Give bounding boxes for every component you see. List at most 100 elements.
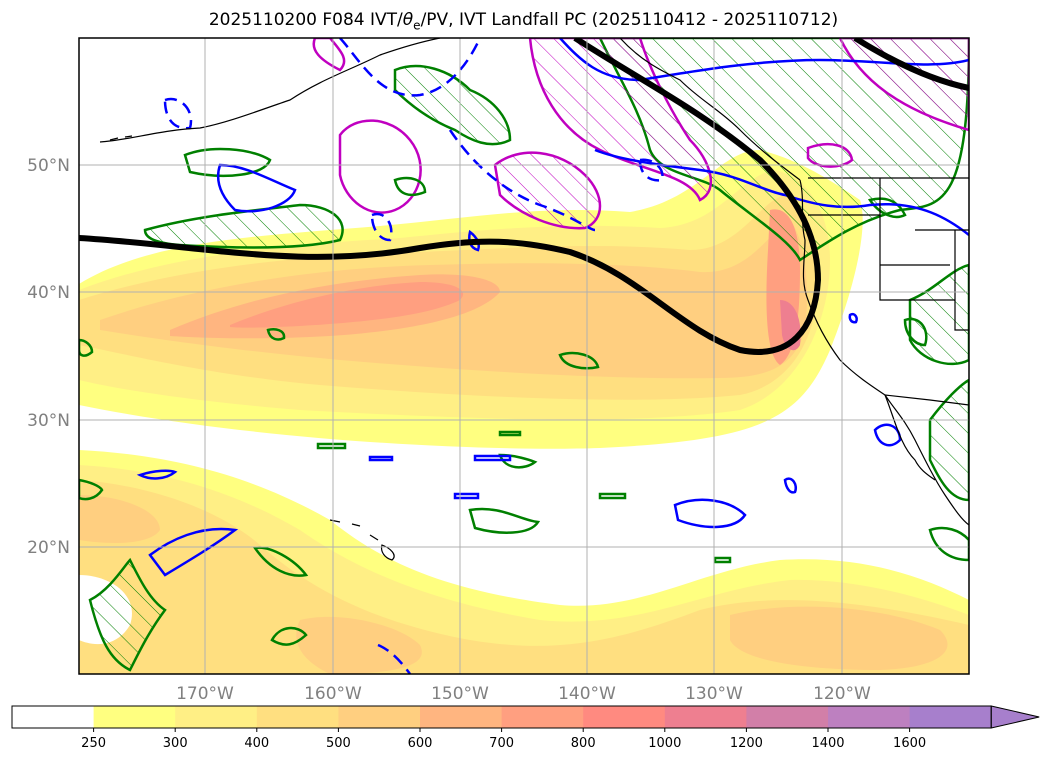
map-layers <box>79 38 969 674</box>
pv-hatch-sw <box>88 557 167 672</box>
colorbar-extend-arrow <box>990 705 1040 729</box>
theta-dashed-contour <box>377 643 412 674</box>
pv-hatch-gulf <box>393 64 512 146</box>
ivt-landfall-pc-line-ne <box>853 38 969 91</box>
longitude-labels: 170°W 160°W 150°W 140°W 130°W 120°W <box>176 684 871 704</box>
lon-label: 160°W <box>304 684 362 704</box>
theta-dashed-contour <box>448 129 596 232</box>
pv-contour <box>393 176 427 197</box>
colorbar-segment <box>256 706 339 728</box>
pv-contour <box>498 430 522 437</box>
lon-label: 130°W <box>685 684 743 704</box>
island-hawaii <box>329 519 395 561</box>
theta-contour <box>848 313 858 324</box>
lat-label: 30°N <box>27 411 70 431</box>
theta-dashed-contour <box>163 97 193 130</box>
pv-contour <box>270 626 308 646</box>
pv-contour <box>316 442 347 450</box>
colorbar-segment <box>420 706 503 728</box>
colorbar-segment <box>12 706 95 728</box>
pv-contour <box>713 556 732 564</box>
colorbar-tick-label: 400 <box>244 736 269 751</box>
colorbar-tick-label: 1000 <box>648 736 681 751</box>
coastline-baja <box>884 394 936 481</box>
title-theta-subscript: e <box>413 18 421 33</box>
colorbar-tick-label: 500 <box>326 736 351 751</box>
border-states <box>808 178 969 331</box>
colorbar-segment <box>664 706 747 728</box>
theta-contour <box>673 498 747 529</box>
colorbar-segment <box>93 706 176 728</box>
pv-contour <box>903 317 928 347</box>
colorbar-tick-label: 250 <box>81 736 106 751</box>
pv-contour <box>266 328 286 341</box>
map-frame <box>78 37 970 675</box>
pv-contour <box>928 526 969 562</box>
pv-contour <box>183 147 272 178</box>
pv-contour <box>558 351 600 370</box>
magenta-hatch-bc <box>528 38 713 202</box>
lat-label: 20°N <box>27 538 70 558</box>
theta-contour <box>453 492 480 500</box>
colorbar-tick-label: 1400 <box>811 736 844 751</box>
latitude-labels: 50°N 40°N 30°N 20°N <box>27 156 70 558</box>
pv-contour <box>498 453 538 469</box>
island-aleutian <box>109 135 133 141</box>
coastline-west-us <box>799 179 969 526</box>
theta-contour <box>148 527 239 577</box>
theta-dashed-contour <box>339 38 482 97</box>
theta-contour <box>216 163 297 213</box>
theta-contour <box>368 455 394 462</box>
graticule <box>79 38 969 674</box>
ivt-band-south-500 <box>79 495 948 674</box>
colorbar-segment <box>175 706 258 728</box>
lon-label: 150°W <box>431 684 489 704</box>
title-suffix: /PV, IVT Landfall PC (2025110412 - 20251… <box>420 10 839 30</box>
lat-label: 40°N <box>27 283 70 303</box>
colorbar-segment <box>746 706 829 728</box>
theta-e-contours <box>136 38 969 577</box>
colorbar-segment <box>583 706 666 728</box>
title-prefix: 2025110200 F084 IVT/ <box>208 10 403 30</box>
border-us-mexico <box>884 394 969 406</box>
theta-contour <box>783 477 797 494</box>
title-theta: θ <box>402 10 414 30</box>
magenta-hatch-central <box>493 151 602 230</box>
map-title: 2025110200 F084 IVT/θe/PV, IVT Landfall … <box>0 10 1047 32</box>
theta-contour <box>468 229 480 252</box>
colorbar-tick-label: 800 <box>571 736 596 751</box>
lat-label: 50°N <box>27 156 70 176</box>
pv-contour <box>598 492 627 500</box>
coastline-alaska-panhandle <box>619 38 801 181</box>
pv-hatch-southwest-us <box>908 263 969 366</box>
theta-dashed-contour <box>370 212 393 242</box>
theta-e-dashed <box>163 38 664 674</box>
colorbar-tick-label: 700 <box>489 736 514 751</box>
lon-label: 120°W <box>813 684 871 704</box>
colorbar-tick-label: 1200 <box>730 736 763 751</box>
colorbar-tick-label: 1600 <box>893 736 926 751</box>
coastline-alaska <box>99 38 441 143</box>
colorbar-segment <box>501 706 584 728</box>
pv-contour <box>252 546 309 577</box>
coastlines <box>99 38 969 561</box>
pv-contour <box>468 507 541 534</box>
pv-contours <box>79 147 969 646</box>
theta-contour <box>873 423 902 447</box>
magenta-loop-gulf <box>338 119 422 214</box>
ivt-landfall-pc-line <box>79 38 822 355</box>
theta-contour <box>136 469 178 480</box>
magenta-loop-coast <box>806 143 854 168</box>
colorbar-segment <box>828 706 911 728</box>
pv-contour <box>79 478 104 501</box>
colorbar-tick-label: 300 <box>163 736 188 751</box>
ivt-colorbar: 250 300 400 500 600 700 800 1000 1200 1400 1600 <box>11 705 1040 751</box>
lon-label: 140°W <box>558 684 616 704</box>
colorbar-segment <box>338 706 421 728</box>
lon-label: 170°W <box>176 684 234 704</box>
theta-contour <box>473 454 512 462</box>
colorbar-segment <box>909 706 992 728</box>
colorbar-tick-label: 600 <box>408 736 433 751</box>
theta-dashed-contour <box>638 158 664 182</box>
